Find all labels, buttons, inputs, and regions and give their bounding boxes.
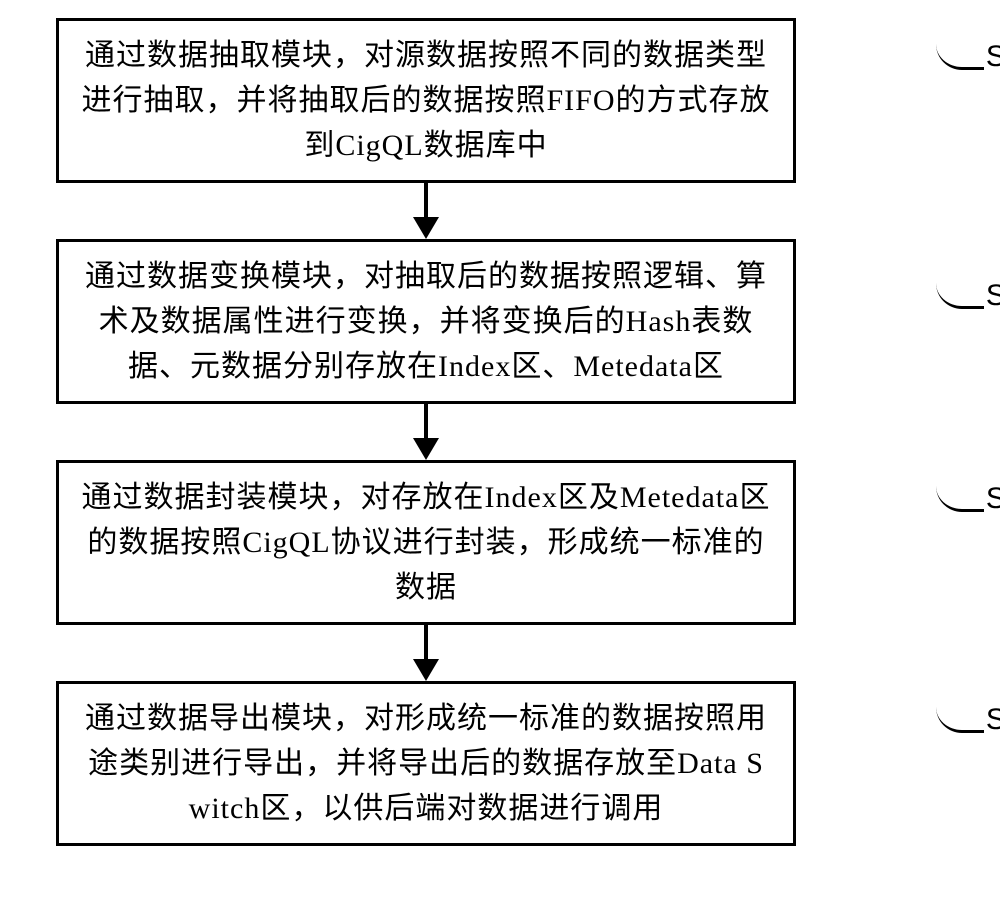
step-label-s200: S200: [936, 279, 1000, 313]
flowchart-container: 通过数据抽取模块，对源数据按照不同的数据类型进行抽取，并将抽取后的数据按照FIF…: [56, 18, 936, 846]
step-label-s400: S400: [936, 703, 1000, 737]
connector-line: [936, 707, 984, 733]
connector-line: [936, 486, 984, 512]
arrow-wrap: [56, 404, 796, 460]
step-row: 通过数据变换模块，对抽取后的数据按照逻辑、算术及数据属性进行变换，并将变换后的H…: [56, 239, 936, 404]
step-box-s100: 通过数据抽取模块，对源数据按照不同的数据类型进行抽取，并将抽取后的数据按照FIF…: [56, 18, 796, 183]
connector-line: [936, 44, 984, 70]
connector-line: [936, 283, 984, 309]
step-id-label: S100: [986, 40, 1000, 74]
step-row: 通过数据封装模块，对存放在Index区及Metedata区的数据按照CigQL协…: [56, 460, 936, 625]
arrow-wrap: [56, 183, 796, 239]
step-id-label: S200: [986, 279, 1000, 313]
arrow-wrap: [56, 625, 796, 681]
step-row: 通过数据导出模块，对形成统一标准的数据按照用途类别进行导出，并将导出后的数据存放…: [56, 681, 936, 846]
step-box-s300: 通过数据封装模块，对存放在Index区及Metedata区的数据按照CigQL协…: [56, 460, 796, 625]
step-box-s200: 通过数据变换模块，对抽取后的数据按照逻辑、算术及数据属性进行变换，并将变换后的H…: [56, 239, 796, 404]
step-id-label: S400: [986, 703, 1000, 737]
step-id-label: S300: [986, 482, 1000, 516]
step-label-s100: S100: [936, 40, 1000, 74]
step-row: 通过数据抽取模块，对源数据按照不同的数据类型进行抽取，并将抽取后的数据按照FIF…: [56, 18, 936, 183]
step-label-s300: S300: [936, 482, 1000, 516]
step-box-s400: 通过数据导出模块，对形成统一标准的数据按照用途类别进行导出，并将导出后的数据存放…: [56, 681, 796, 846]
